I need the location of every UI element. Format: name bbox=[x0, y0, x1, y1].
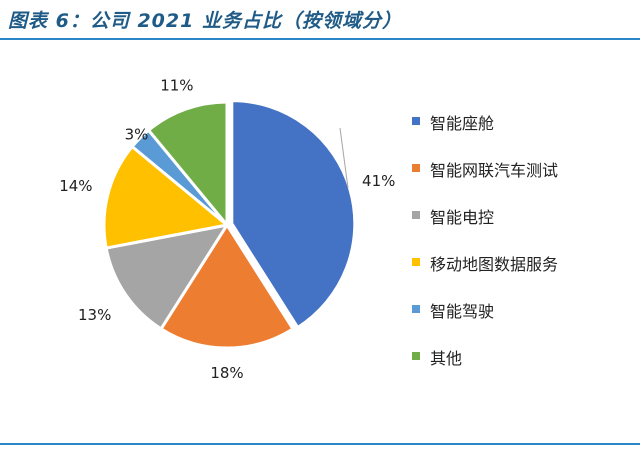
legend-swatch bbox=[412, 352, 420, 360]
legend-label: 智能网联汽车测试 bbox=[430, 161, 559, 180]
legend-item-3: 智能电控 bbox=[412, 204, 632, 251]
legend-item-4: 移动地图数据服务 bbox=[412, 251, 632, 298]
legend-item-5: 智能驾驶 bbox=[412, 298, 632, 345]
pie-slice-6 bbox=[146, 100, 229, 230]
chart-title: 图表 6：公司 2021 业务占比（按领域分） bbox=[8, 10, 402, 32]
chart-legend: 智能座舱智能网联汽车测试 智能电控移动地图数据服务 智能驾驶其他 bbox=[412, 110, 632, 392]
pie-slice-2 bbox=[159, 222, 295, 350]
pie-label-6: 11% bbox=[160, 77, 193, 95]
legend-item-6: 其他 bbox=[412, 345, 632, 392]
legend-label: 智能电控 bbox=[430, 208, 495, 227]
legend-item-2: 智能网联汽车测试 bbox=[412, 157, 632, 204]
legend-label: 移动地图数据服务 bbox=[430, 255, 559, 274]
legend-swatch bbox=[412, 211, 420, 219]
pie-label-4: 14% bbox=[59, 177, 92, 195]
pie-label-2: 18% bbox=[210, 364, 243, 382]
pie-slice-1 bbox=[230, 99, 357, 330]
pie-label-3: 13% bbox=[78, 306, 111, 324]
legend-swatch bbox=[412, 164, 420, 172]
pie-label-5: 3% bbox=[125, 125, 149, 143]
legend-label: 其他 bbox=[430, 349, 463, 368]
bottom-divider bbox=[0, 443, 640, 445]
pie-slice-4 bbox=[102, 144, 231, 250]
legend-label: 智能驾驶 bbox=[430, 302, 495, 321]
legend-swatch bbox=[412, 117, 420, 125]
legend-label: 智能座舱 bbox=[430, 114, 495, 133]
leader-line-1 bbox=[339, 127, 349, 189]
legend-swatch bbox=[412, 258, 420, 266]
pie-label-1: 41% bbox=[362, 172, 395, 190]
legend-item-1: 智能座舱 bbox=[412, 110, 632, 157]
top-divider bbox=[0, 38, 640, 40]
legend-swatch bbox=[412, 305, 420, 313]
pie-slice-3 bbox=[104, 222, 231, 331]
